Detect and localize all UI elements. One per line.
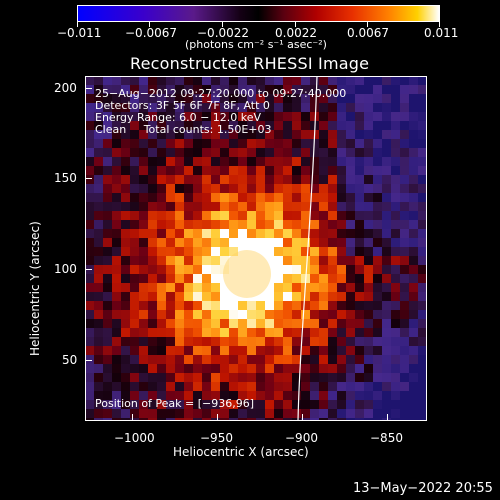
colorbar-tick-label: −0.0022 [197,26,250,40]
colorbar-tick-label: 0.0067 [347,26,389,40]
y-tick-label: 200 [54,81,77,95]
y-axis-label: Heliocentric Y (arcsec) [28,221,42,356]
colorbar-tick-label: 0.0022 [275,26,317,40]
y-tick-label: 150 [54,171,77,185]
rhessi-image [85,76,427,421]
image-title: Reconstructed RHESSI Image [130,54,370,73]
x-tick-label: −1000 [114,431,155,445]
peak-position-label: Position of Peak = [−936,96] [95,397,255,410]
colorbar-units-label: (photons cm⁻² s⁻¹ asec⁻²) [185,38,327,51]
x-tick-label: −950 [200,431,233,445]
image-pixels [85,76,427,421]
colorbar-tick-label: −0.011 [57,26,102,40]
colorbar [77,5,440,22]
footer-timestamp: 13−May−2022 20:55 [353,481,493,496]
x-tick-label: −850 [370,431,403,445]
info-line-detectors: Detectors: 3F 5F 6F 7F 8F, Att 0 [95,99,270,112]
y-tick-label: 50 [62,353,78,367]
x-tick-label: −900 [285,431,318,445]
solar-limb-line [297,76,318,421]
colorbar-tick-label: 0.011 [424,26,459,40]
y-tick-label: 100 [54,262,77,276]
info-line-energy: Energy Range: 6.0 − 12.0 keV [95,111,262,124]
info-line-counts: Clean Total counts: 1.50E+03 [95,123,272,136]
colorbar-tick-label: −0.0067 [125,26,178,40]
info-line-date: 25−Aug−2012 09:27:20.000 to 09:27:40.000 [95,87,347,100]
x-axis-label: Heliocentric X (arcsec) [173,445,309,459]
